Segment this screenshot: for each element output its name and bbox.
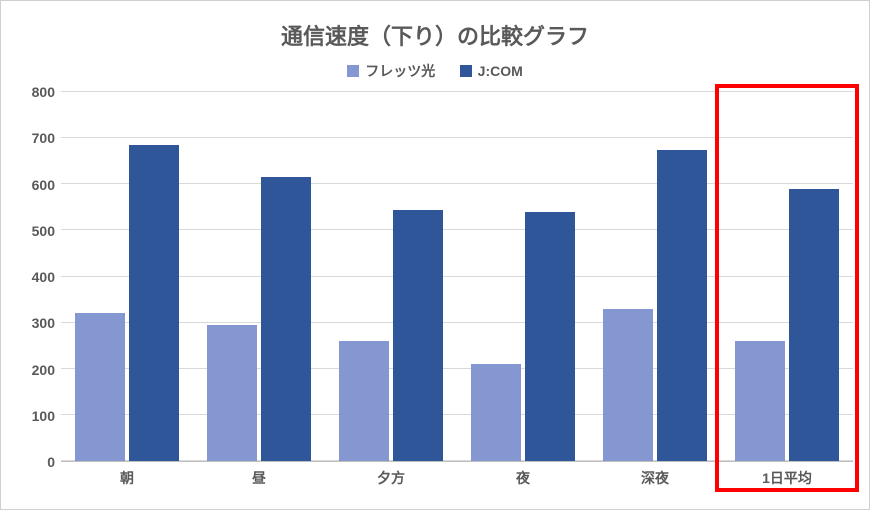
x-tick-label: 夜 (457, 468, 589, 488)
bar (207, 325, 257, 461)
legend-item: フレッツ光 (347, 61, 435, 81)
bar-group (61, 92, 193, 461)
x-tick-label: 深夜 (589, 468, 721, 488)
legend-label: J:COM (478, 63, 523, 79)
bar (657, 150, 707, 461)
y-tick-label: 400 (32, 269, 55, 285)
x-tick-label: 1日平均 (721, 468, 853, 488)
y-axis: 0100200300400500600700800 (17, 92, 61, 462)
chart-legend: フレッツ光 J:COM (17, 61, 853, 82)
legend-swatch-icon (347, 65, 359, 77)
legend-label: フレッツ光 (365, 61, 435, 81)
y-tick-label: 600 (32, 177, 55, 193)
bar-group (325, 92, 457, 461)
bar-group (721, 92, 853, 461)
bar (603, 309, 653, 461)
y-tick-label: 800 (32, 84, 55, 100)
bar (393, 210, 443, 461)
legend-swatch-icon (460, 65, 472, 77)
x-axis: 朝昼夕方夜深夜1日平均 (61, 468, 853, 488)
plot: 0100200300400500600700800 (17, 92, 853, 462)
bar (789, 189, 839, 461)
y-tick-label: 700 (32, 130, 55, 146)
chart-title: 通信速度（下り）の比較グラフ (17, 19, 853, 51)
bars-layer (61, 92, 853, 461)
chart-container: 通信速度（下り）の比較グラフ フレッツ光 J:COM 0 100 200 300 400… (1, 1, 869, 509)
x-tick-label: 夕方 (325, 468, 457, 488)
bar-group (457, 92, 589, 461)
bar (129, 145, 179, 461)
y-tick-label: 0 (47, 454, 55, 470)
bar-group (589, 92, 721, 461)
bar (75, 313, 125, 461)
legend-item: J:COM (460, 63, 523, 79)
y-tick-label: 200 (32, 362, 55, 378)
y-tick-label: 500 (32, 223, 55, 239)
y-tick-label: 100 (32, 408, 55, 424)
bar-group (193, 92, 325, 461)
bar (261, 177, 311, 461)
x-tick-label: 昼 (193, 468, 325, 488)
bar (525, 212, 575, 461)
x-tick-label: 朝 (61, 468, 193, 488)
bar (735, 341, 785, 461)
bar (471, 364, 521, 461)
bar (339, 341, 389, 461)
plot-area (61, 92, 853, 462)
y-tick-label: 300 (32, 315, 55, 331)
